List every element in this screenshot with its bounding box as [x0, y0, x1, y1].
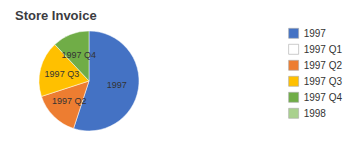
svg-text:1997 Q2: 1997 Q2	[304, 60, 343, 71]
svg-text:1997 Q2: 1997 Q2	[52, 96, 87, 106]
svg-text:Store Invoice: Store Invoice	[15, 8, 97, 23]
svg-text:1997: 1997	[304, 28, 327, 39]
svg-text:1998: 1998	[304, 108, 327, 119]
svg-text:1997 Q4: 1997 Q4	[61, 50, 96, 60]
svg-text:1997 Q1: 1997 Q1	[304, 44, 343, 55]
svg-text:1997 Q4: 1997 Q4	[304, 92, 343, 103]
svg-text:1997 Q3: 1997 Q3	[304, 76, 343, 87]
svg-text:1997: 1997	[107, 80, 127, 90]
svg-text:1997 Q3: 1997 Q3	[45, 69, 80, 79]
